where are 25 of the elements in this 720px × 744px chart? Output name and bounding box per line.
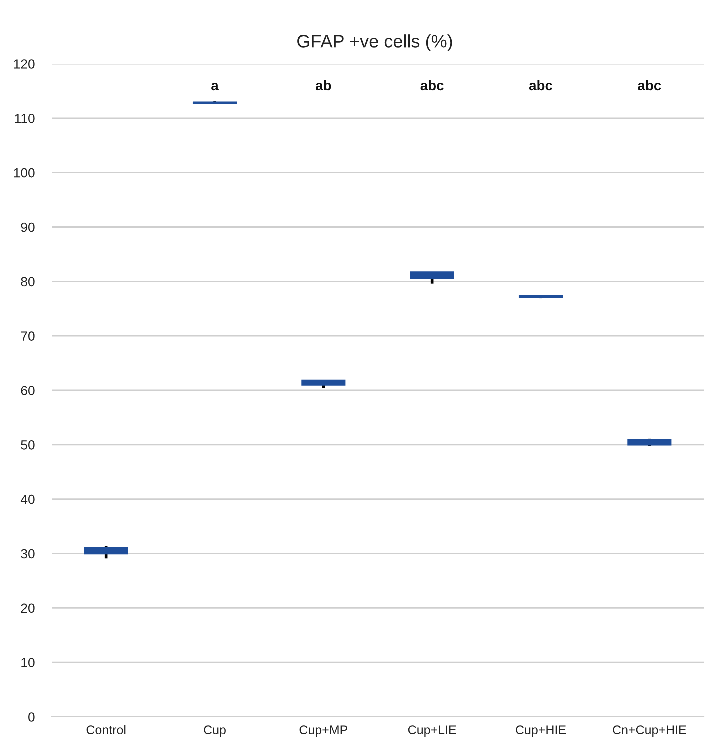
y-tick-label: 10 (22, 658, 35, 668)
x-tick-label: Cup (204, 726, 226, 737)
x-tick-label: Cup+LIE (408, 726, 456, 737)
annotation: a (212, 82, 219, 91)
y-tick-label: 30 (21, 549, 35, 559)
y-tick-label: 120 (14, 60, 35, 69)
y-tick-label: 90 (21, 222, 35, 232)
y-tick-label: 110 (15, 114, 35, 124)
y-tick-label: 60 (21, 386, 35, 396)
chart-title: GFAP +ve cells (%) (298, 34, 452, 52)
x-tick-label: Control (86, 725, 126, 735)
y-tick-label: 100 (14, 168, 35, 178)
x-tick-label: Cup+MP (300, 726, 348, 737)
annotation: ab (316, 80, 332, 91)
annotation: abc (420, 80, 444, 91)
y-tick-label: 80 (21, 277, 35, 287)
y-tick-label: 50 (21, 440, 35, 450)
x-tick-label: Cn+Cup+HIE (613, 726, 686, 737)
y-tick-label: 40 (20, 494, 35, 504)
x-tick-label: Cup+HIE (516, 726, 566, 737)
annotation: abc (638, 80, 662, 91)
y-tick-label: 0 (28, 712, 35, 722)
y-tick-label: 20 (21, 604, 35, 614)
annotation: abc (529, 80, 553, 91)
y-tick-label: 70 (21, 332, 35, 341)
